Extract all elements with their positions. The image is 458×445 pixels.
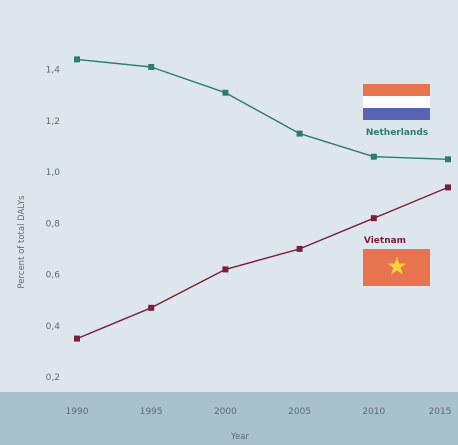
data-point-vietnam bbox=[74, 335, 80, 342]
y-axis-ticks: 0,2 0,4 0,6 0,8 1,0 1,2 1,4 bbox=[46, 66, 61, 383]
series-label-vietnam: Vietnam bbox=[364, 236, 406, 246]
y-tick-label: 0,8 bbox=[46, 219, 61, 229]
star-icon bbox=[387, 256, 407, 275]
netherlands-flag-white-stripe bbox=[363, 96, 430, 108]
data-point-netherlands bbox=[445, 156, 451, 163]
x-tick-label: 2015 bbox=[429, 407, 452, 417]
netherlands-flag-blue-stripe bbox=[363, 108, 430, 120]
data-point-netherlands bbox=[370, 153, 377, 160]
series-line-netherlands bbox=[76, 58, 449, 160]
x-tick-label: 2000 bbox=[214, 407, 237, 417]
data-point-vietnam bbox=[445, 184, 451, 191]
data-point-netherlands bbox=[222, 89, 229, 96]
series-layer bbox=[74, 56, 451, 342]
y-tick-label: 1,0 bbox=[46, 168, 61, 178]
data-point-vietnam bbox=[370, 215, 377, 222]
y-tick-label: 0,4 bbox=[46, 322, 61, 332]
data-point-vietnam bbox=[296, 245, 303, 252]
x-axis-ticks: 1990 1995 2000 2005 2010 2015 bbox=[66, 407, 452, 417]
data-point-netherlands bbox=[74, 56, 80, 63]
y-tick-label: 1,4 bbox=[46, 66, 61, 76]
data-point-vietnam bbox=[148, 304, 155, 311]
data-point-netherlands bbox=[148, 64, 155, 70]
x-axis-band bbox=[0, 392, 458, 445]
x-axis-title: Year bbox=[230, 432, 250, 442]
x-tick-label: 1990 bbox=[66, 407, 89, 417]
y-tick-label: 0,2 bbox=[46, 373, 60, 383]
x-tick-label: 2010 bbox=[362, 407, 385, 417]
y-tick-label: 0,6 bbox=[46, 271, 61, 281]
y-tick-label: 1,2 bbox=[46, 117, 60, 127]
x-tick-label: 2005 bbox=[288, 407, 311, 417]
netherlands-flag-icon bbox=[363, 84, 430, 120]
series-line-vietnam bbox=[76, 186, 449, 340]
y-axis-title: Percent of total DALYs bbox=[17, 195, 27, 289]
data-point-netherlands bbox=[296, 130, 303, 137]
vietnam-flag-icon bbox=[363, 249, 430, 286]
data-point-vietnam bbox=[222, 266, 229, 273]
series-label-netherlands: Netherlands bbox=[366, 128, 428, 138]
x-tick-label: 1995 bbox=[140, 407, 163, 417]
netherlands-flag-red-stripe bbox=[363, 84, 430, 96]
